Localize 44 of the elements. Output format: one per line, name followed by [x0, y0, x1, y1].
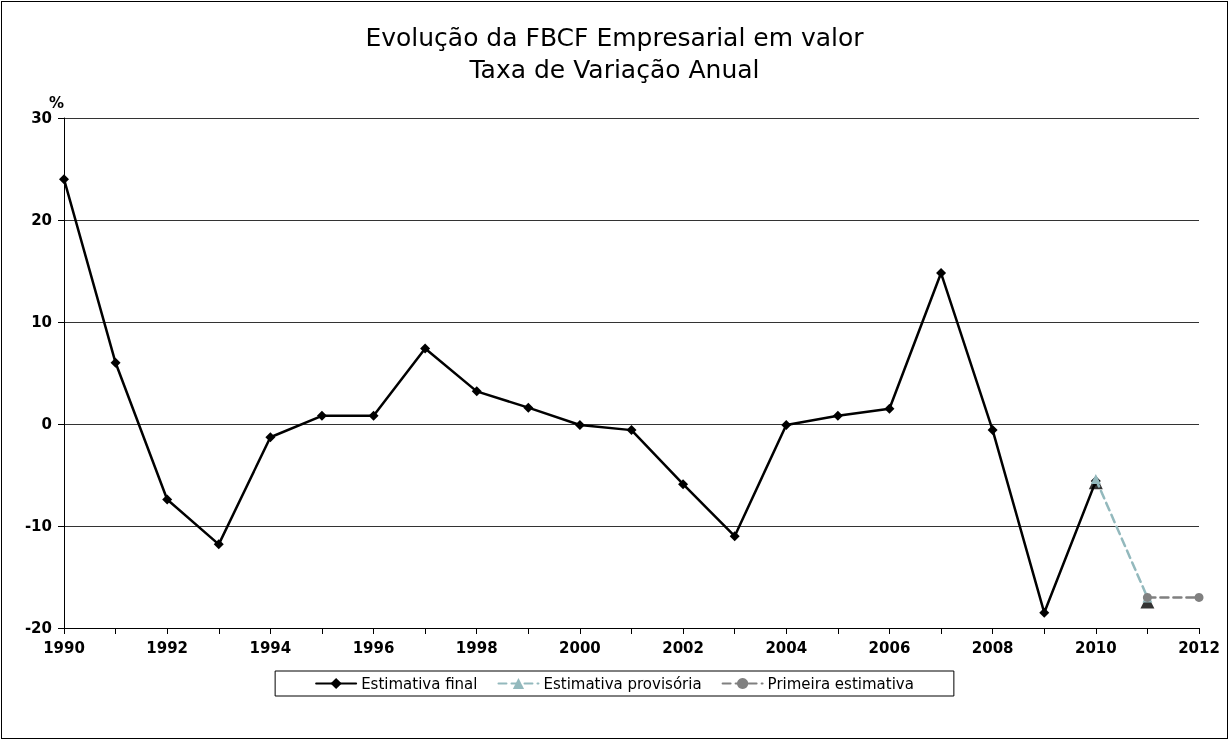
x-tick-label: 2008 [971, 638, 1014, 657]
y-tick-label: 0 [41, 415, 52, 433]
chart-title: Evolução da FBCF Empresarial em valor Taxa de Variação Anual [365, 22, 865, 84]
y-tick-label: -20 [24, 619, 52, 637]
y-tick-label: 10 [31, 313, 52, 331]
point [574, 420, 585, 431]
point [781, 420, 792, 431]
point [162, 494, 173, 505]
x-tick-label: 1998 [455, 638, 498, 657]
point [110, 357, 121, 368]
x-tick-label: 1994 [249, 638, 292, 657]
point [213, 539, 224, 550]
point [1039, 607, 1050, 618]
x-tick-label: 1992 [146, 638, 189, 657]
point [832, 410, 843, 421]
point [884, 403, 895, 414]
x-tick-label: 1990 [43, 638, 85, 657]
point [368, 410, 379, 421]
y-tick-label: 20 [31, 211, 52, 229]
point [523, 402, 534, 413]
point [729, 531, 740, 542]
point [265, 432, 276, 443]
point [316, 410, 327, 421]
x-tick-label: 2004 [765, 638, 808, 657]
point [1194, 592, 1204, 602]
point [936, 268, 947, 279]
x-tick-label: 2000 [559, 638, 601, 657]
y-tick-label: 30 [31, 109, 52, 127]
point [626, 425, 637, 436]
x-tick-label: 1996 [352, 638, 395, 657]
x-tick-label: 2012 [1178, 638, 1220, 657]
point [59, 174, 69, 185]
x-tick-label: 2002 [662, 638, 704, 657]
y-axis-title: % [48, 93, 64, 112]
y-tick-label: -10 [24, 517, 52, 535]
point [678, 479, 689, 490]
legend-label: Primeira estimativa [767, 674, 914, 693]
x-tick-label: 2010 [1074, 638, 1117, 657]
point [987, 425, 998, 436]
legend-label: Estimativa provisória [543, 674, 702, 693]
point [471, 386, 482, 397]
legend-label: Estimativa final [361, 674, 478, 693]
x-tick-label: 2006 [868, 638, 911, 657]
point [420, 343, 431, 354]
